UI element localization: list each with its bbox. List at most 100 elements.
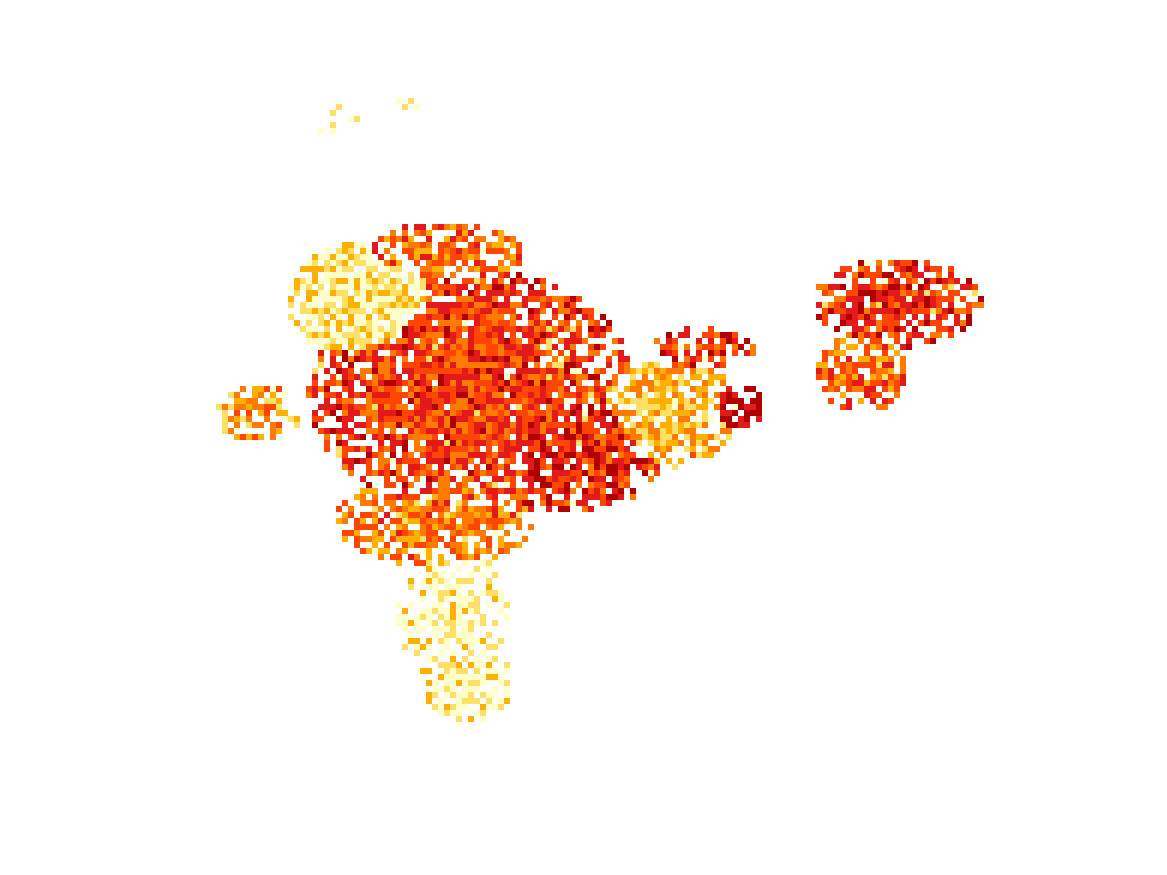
heatmap-cell (306, 290, 312, 296)
heatmap-cell (372, 296, 378, 302)
heatmap-cell (450, 404, 456, 410)
heatmap-cell (372, 392, 378, 398)
heatmap-cell (444, 524, 450, 530)
heatmap-cell (738, 422, 744, 428)
heatmap-cell (552, 308, 558, 314)
heatmap-cell (936, 266, 942, 272)
heatmap-cell (492, 362, 498, 368)
heatmap-cell (702, 446, 708, 452)
heatmap-cell (456, 248, 462, 254)
heatmap-cell (498, 674, 504, 680)
heatmap-cell (300, 284, 306, 290)
heatmap-cell (894, 314, 900, 320)
heatmap-cell (450, 320, 456, 326)
heatmap-cell (600, 422, 606, 428)
heatmap-cell (444, 380, 450, 386)
heatmap-cell (924, 320, 930, 326)
heatmap-cell (516, 290, 522, 296)
heatmap-cell (834, 272, 840, 278)
heatmap-cell (486, 326, 492, 332)
heatmap-cell (336, 392, 342, 398)
heatmap-cell (420, 614, 426, 620)
heatmap-cell (666, 440, 672, 446)
heatmap-cell (366, 404, 372, 410)
heatmap-cell (444, 470, 450, 476)
heatmap-cell (402, 104, 408, 110)
heatmap-cell (414, 530, 420, 536)
heatmap-cell (432, 692, 438, 698)
heatmap-cell (834, 338, 840, 344)
heatmap-cell (876, 332, 882, 338)
heatmap-cell (582, 356, 588, 362)
heatmap-cell (492, 494, 498, 500)
heatmap-cell (702, 404, 708, 410)
heatmap-cell (648, 428, 654, 434)
heatmap-cell (396, 536, 402, 542)
heatmap-cell (480, 356, 486, 362)
heatmap-cell (360, 500, 366, 506)
heatmap-cell (468, 302, 474, 308)
heatmap-cell (582, 410, 588, 416)
heatmap-cell (438, 398, 444, 404)
heatmap-cell (564, 398, 570, 404)
heatmap-cell (486, 332, 492, 338)
heatmap-cell (504, 302, 510, 308)
heatmap-cell (588, 494, 594, 500)
heatmap-cell (420, 506, 426, 512)
heatmap-cell (360, 284, 366, 290)
heatmap-cell (336, 260, 342, 266)
heatmap-cell (594, 398, 600, 404)
heatmap-cell (378, 440, 384, 446)
heatmap-cell (522, 488, 528, 494)
heatmap-cell (222, 428, 228, 434)
heatmap-cell (450, 392, 456, 398)
heatmap-cell (702, 398, 708, 404)
heatmap-cell (480, 428, 486, 434)
heatmap-cell (522, 458, 528, 464)
heatmap-cell (360, 422, 366, 428)
heatmap-cell (294, 290, 300, 296)
heatmap-cell (306, 392, 312, 398)
heatmap-cell (378, 470, 384, 476)
heatmap-cell (462, 530, 468, 536)
heatmap-cell (720, 344, 726, 350)
heatmap-cell (900, 326, 906, 332)
heatmap-cell (366, 380, 372, 386)
heatmap-cell (576, 464, 582, 470)
heatmap-cell (504, 434, 510, 440)
heatmap-cell (600, 434, 606, 440)
heatmap-cell (882, 314, 888, 320)
heatmap-cell (924, 338, 930, 344)
heatmap-cell (432, 626, 438, 632)
heatmap-cell (444, 596, 450, 602)
heatmap-cell (342, 368, 348, 374)
heatmap-cell (594, 410, 600, 416)
heatmap-cell (492, 530, 498, 536)
heatmap-cell (360, 488, 366, 494)
heatmap-cell (438, 386, 444, 392)
heatmap-cell (636, 464, 642, 470)
heatmap-cell (450, 332, 456, 338)
heatmap-cell (414, 254, 420, 260)
heatmap-cell (426, 332, 432, 338)
heatmap-cell (654, 434, 660, 440)
heatmap-cell (468, 620, 474, 626)
heatmap-cell (432, 506, 438, 512)
heatmap-cell (306, 314, 312, 320)
heatmap-cell (822, 320, 828, 326)
heatmap-cell (870, 392, 876, 398)
heatmap-cell (684, 326, 690, 332)
heatmap-cell (666, 374, 672, 380)
heatmap-cell (618, 428, 624, 434)
heatmap-cell (528, 308, 534, 314)
heatmap-cell (384, 368, 390, 374)
heatmap-cell (390, 380, 396, 386)
heatmap-cell (348, 248, 354, 254)
heatmap-cell (714, 380, 720, 386)
heatmap-cell (354, 446, 360, 452)
heatmap-cell (438, 254, 444, 260)
heatmap-cell (426, 608, 432, 614)
heatmap-cell (396, 494, 402, 500)
heatmap-cell (600, 452, 606, 458)
heatmap-cell (498, 380, 504, 386)
